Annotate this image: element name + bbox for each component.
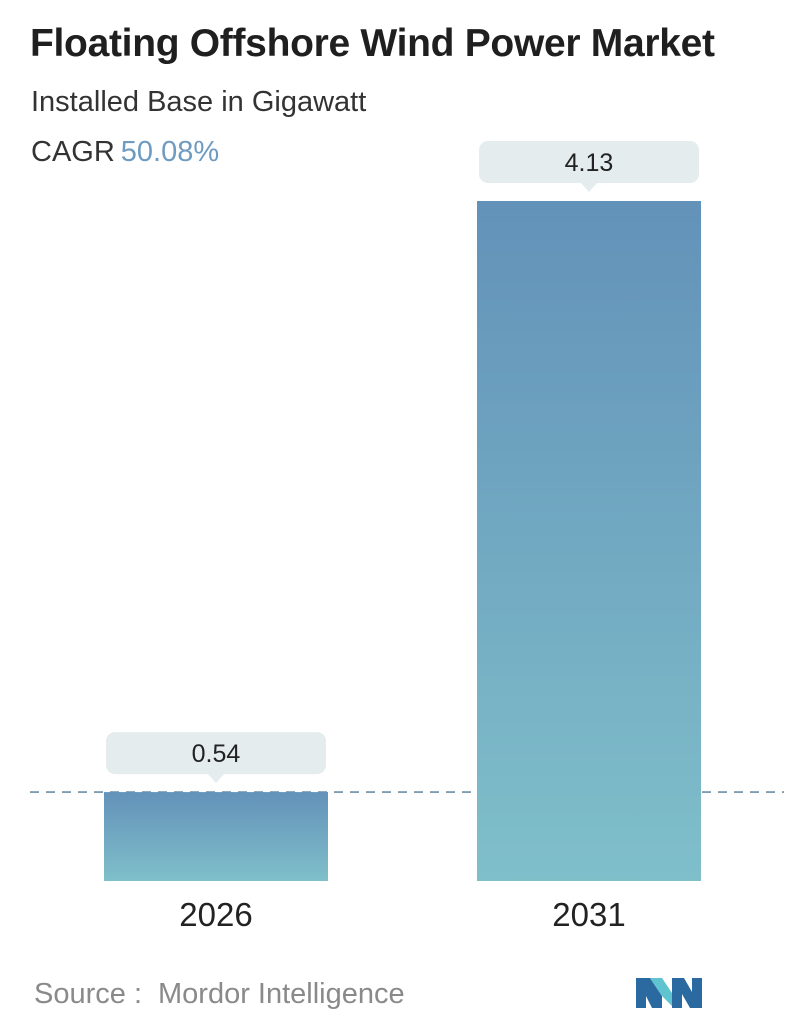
data-label-pointer-2031 xyxy=(581,183,597,192)
logo-shape-left xyxy=(636,978,662,1008)
logo-shape-right xyxy=(672,978,702,1008)
logo-shape-middle xyxy=(650,978,674,1008)
cagr-value: 50.08% xyxy=(120,136,220,168)
source-label: Source : xyxy=(34,978,142,1010)
data-label-box-2031 xyxy=(479,141,699,183)
source-line: Source : Mordor Intelligence xyxy=(34,978,405,1011)
bar-2026 xyxy=(104,792,328,881)
data-label-box-2026 xyxy=(106,732,326,775)
cagr-line: CAGR 50.08% xyxy=(31,136,219,169)
bar-2031 xyxy=(477,201,701,881)
chart-subtitle: Installed Base in Gigawatt xyxy=(31,86,367,118)
data-label-pointer-2026 xyxy=(208,774,224,784)
chart-plot-area: 0.54 2026 4.13 2031 xyxy=(30,141,784,933)
cagr-label: CAGR xyxy=(31,136,115,168)
x-tick-label-2026: 2026 xyxy=(179,896,252,933)
data-label-2026: 0.54 xyxy=(192,740,241,768)
chart-title: Floating Offshore Wind Power Market xyxy=(30,22,715,65)
mordor-intelligence-logo-icon xyxy=(636,978,702,1008)
data-label-2031: 4.13 xyxy=(565,149,614,177)
source-value: Mordor Intelligence xyxy=(158,978,405,1010)
x-tick-label-2031: 2031 xyxy=(552,896,625,933)
